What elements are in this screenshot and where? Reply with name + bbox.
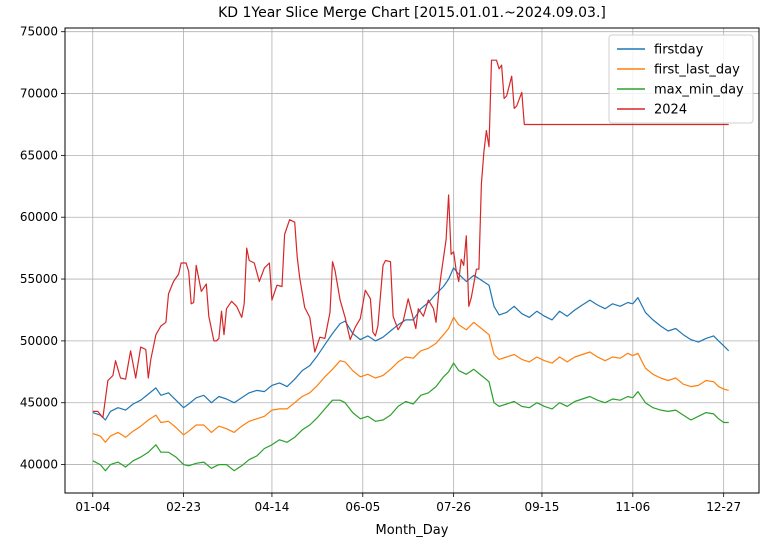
y-tick-label: 60000 [20,210,58,224]
series-line-1 [92,316,729,443]
series-line-2 [92,362,729,472]
y-tick-label: 50000 [20,334,58,348]
x-tick-label: 01-04 [75,500,110,514]
y-tick-label: 40000 [20,458,58,472]
x-tick-label: 04-14 [255,500,290,514]
legend-label: firstday [654,43,704,58]
axis-ticks: 01-04 02-23 04-14 06-05 07-26 09-15 11-06 12-27… [20,25,741,514]
legend-label: max_min_day [654,83,744,98]
x-tick-label: 11-06 [615,500,650,514]
legend-box [608,34,754,124]
y-tick-label: 65000 [20,148,58,162]
series-lines [92,59,730,472]
y-tick-label: 70000 [20,87,58,101]
plot-frame [64,27,760,494]
x-tick-label: 02-23 [166,500,201,514]
x-tick-label: 09-15 [525,500,560,514]
y-tick-label: 75000 [20,25,58,39]
x-axis-label: Month_Day [376,523,449,538]
legend-label: first_last_day [654,63,740,78]
series-line-3 [92,59,729,419]
y-tick-label: 55000 [20,272,58,286]
x-tick-label: 07-26 [436,500,471,514]
legend: firstday first_last_day max_min_day 2024 [608,34,754,124]
x-tick-label: 06-05 [345,500,380,514]
y-tick-label: 45000 [20,396,58,410]
x-tick-label: 12-27 [706,500,741,514]
chart-title: KD 1Year Slice Merge Chart [2015.01.01.~… [218,5,606,21]
legend-label: 2024 [654,103,687,118]
